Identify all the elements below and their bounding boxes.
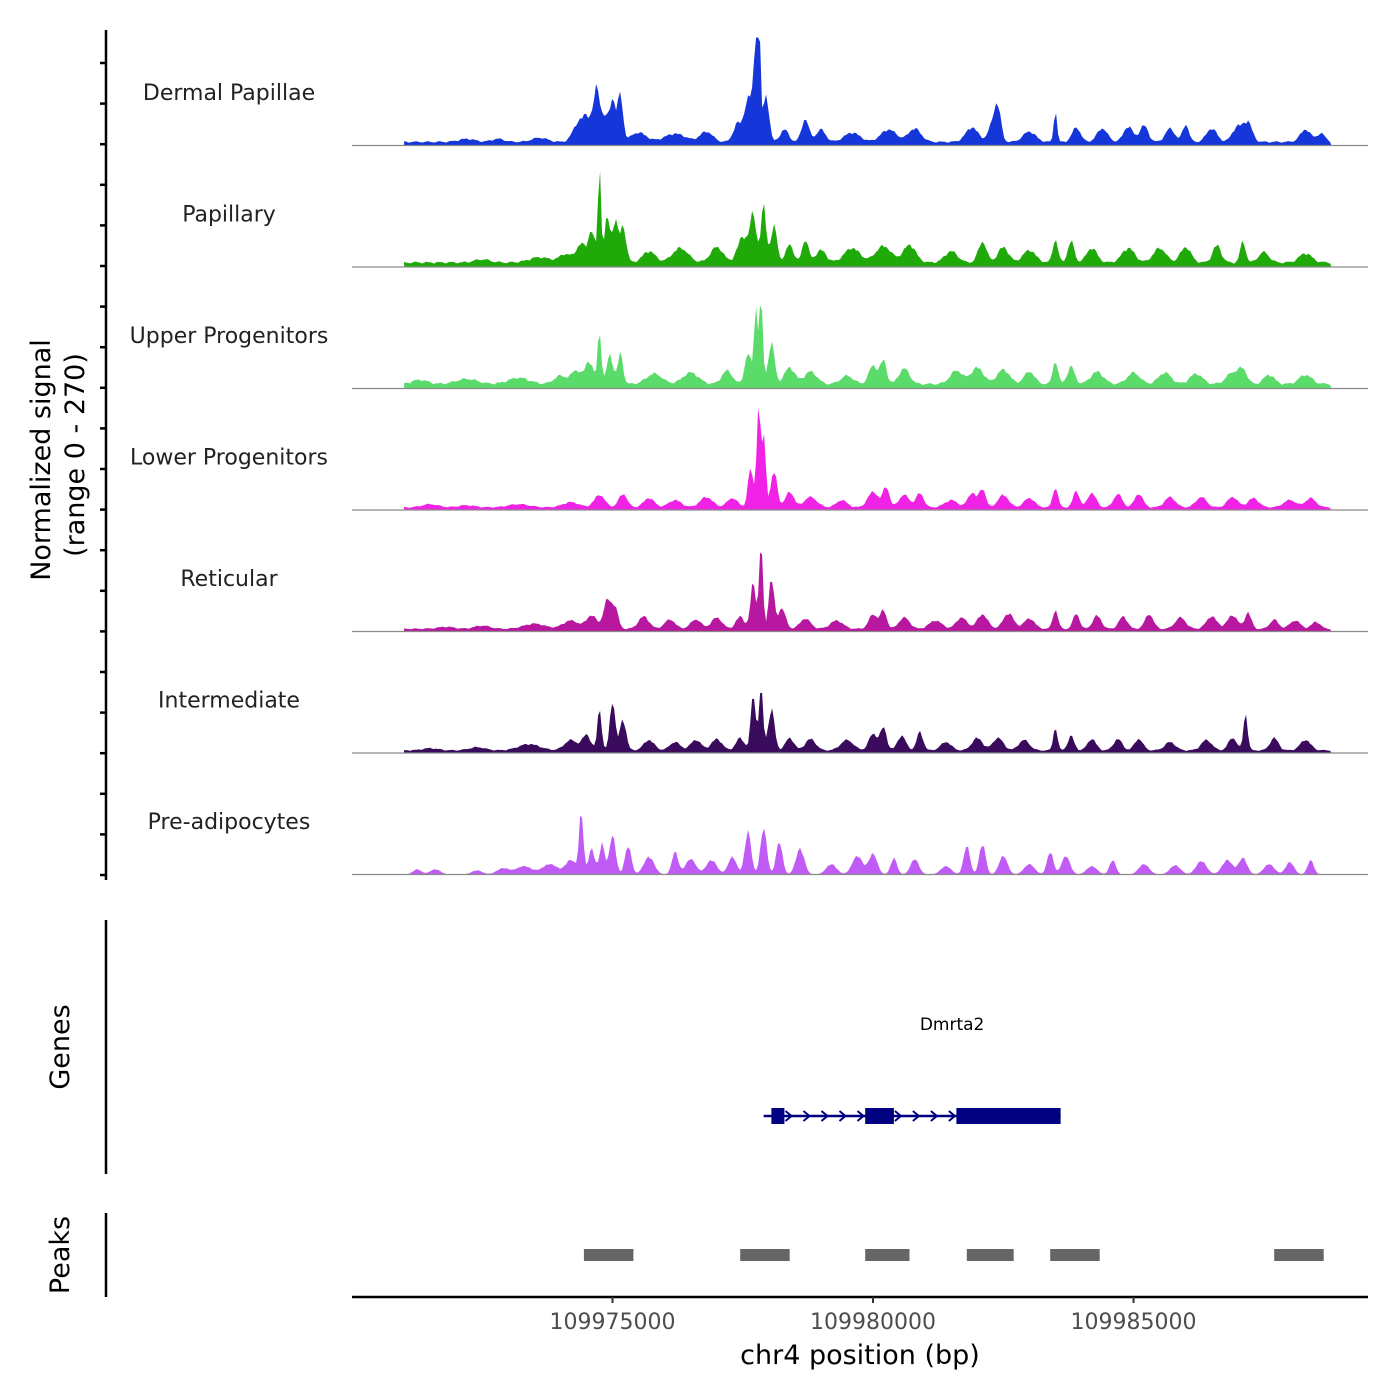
track-label: Upper Progenitors	[130, 324, 329, 349]
peaks-track	[583, 1249, 1324, 1261]
strand-arrow	[784, 1110, 794, 1122]
track-label: Dermal Papillae	[143, 81, 315, 106]
peak-region	[1274, 1249, 1324, 1261]
signal-area	[404, 305, 1332, 389]
track-label: Reticular	[180, 567, 278, 592]
peak-region	[583, 1249, 634, 1261]
peak-region	[966, 1249, 1014, 1261]
gene-label: Dmrta2	[920, 1015, 985, 1035]
strand-arrow	[838, 1110, 848, 1122]
signal-area	[404, 692, 1332, 753]
track-lower-progenitors: Lower Progenitors	[130, 408, 1368, 511]
x-tick-label: 109980000	[810, 1310, 936, 1335]
track-papillary: Papillary	[182, 171, 1368, 268]
strand-arrow	[948, 1110, 957, 1122]
signal-tracks: Dermal Papillae Papillary Upper Progenitor…	[130, 37, 1368, 876]
x-tick-label: 109975000	[550, 1310, 676, 1335]
y-axis-label-line2: (range 0 - 270)	[60, 353, 91, 557]
strand-arrow	[802, 1110, 812, 1122]
strand-arrow	[930, 1110, 939, 1122]
gene-exon	[865, 1108, 894, 1124]
strand-arrow	[820, 1110, 830, 1122]
strand-arrow	[894, 1110, 903, 1122]
signal-area	[404, 815, 1332, 875]
peak-region	[865, 1249, 910, 1261]
gene-track: Dmrta2	[763, 1015, 1061, 1124]
strand-arrow	[856, 1110, 866, 1122]
x-axis-title: chr4 position (bp)	[740, 1340, 980, 1371]
signal-area	[404, 408, 1332, 510]
track-dermal-papillae: Dermal Papillae	[143, 37, 1368, 147]
track-label: Intermediate	[158, 689, 300, 714]
signal-y-axis	[100, 30, 108, 880]
track-label: Lower Progenitors	[130, 446, 328, 471]
strand-arrow	[912, 1110, 921, 1122]
gene-exon	[771, 1108, 785, 1124]
signal-area	[404, 171, 1332, 267]
track-label: Papillary	[182, 203, 276, 228]
signal-area	[404, 37, 1332, 146]
genes-track-label: Genes	[45, 1004, 76, 1089]
y-axis-label-line1: Normalized signal	[26, 339, 57, 581]
track-label: Pre-adipocytes	[148, 810, 311, 835]
gene-exon	[956, 1108, 1061, 1124]
signal-area	[404, 552, 1332, 632]
x-tick-label: 109985000	[1071, 1310, 1197, 1335]
x-axis: 109975000 109980000 109985000	[352, 1295, 1368, 1335]
peaks-track-label: Peaks	[45, 1216, 76, 1294]
peak-region	[1050, 1249, 1100, 1261]
track-reticular: Reticular	[180, 552, 1368, 633]
peak-region	[740, 1249, 790, 1261]
track-intermediate: Intermediate	[158, 689, 1368, 754]
track-upper-progenitors: Upper Progenitors	[130, 305, 1368, 390]
track-pre-adipocytes: Pre-adipocytes	[148, 810, 1368, 876]
